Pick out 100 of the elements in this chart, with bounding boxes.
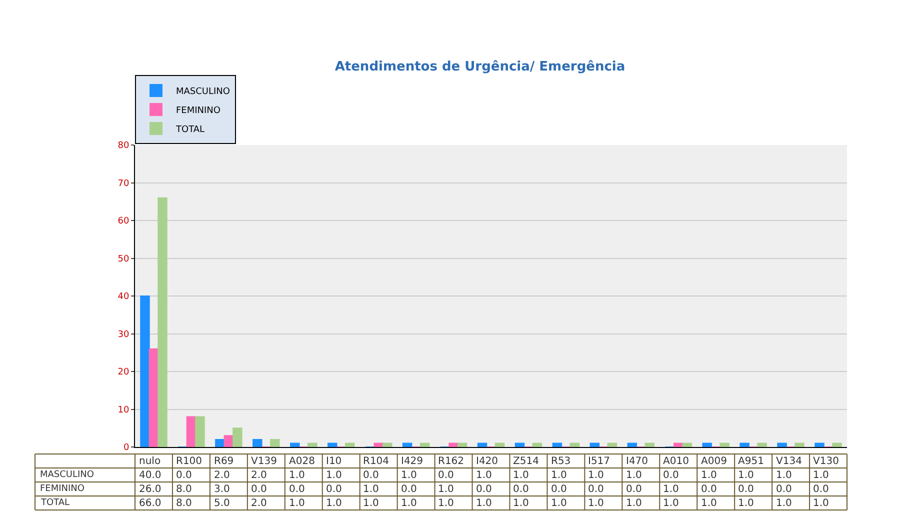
data-label: 1.0 <box>813 470 829 481</box>
data-label: 1.0 <box>626 498 642 509</box>
bar <box>644 442 655 447</box>
text: MASCULINO <box>40 470 94 480</box>
data-label: 1.0 <box>663 484 679 495</box>
data-label: 2.0 <box>214 470 230 481</box>
data-label: 0.0 <box>551 484 567 495</box>
x-tick-label: R69 <box>214 456 234 467</box>
data-label: 1.0 <box>289 470 305 481</box>
data-label: 0.0 <box>701 484 717 495</box>
data-label: 1.0 <box>363 498 379 509</box>
bar <box>702 442 712 447</box>
x-tick-label: A010 <box>663 456 689 467</box>
data-label: 26.0 <box>139 484 162 495</box>
bar <box>448 442 458 447</box>
x-tick-label: A951 <box>738 456 764 467</box>
legend-label: FEMININO <box>176 106 220 116</box>
bar <box>420 442 430 447</box>
x-tick-label: R104 <box>363 456 390 467</box>
data-label: 2.0 <box>251 470 267 481</box>
data-label: 1.0 <box>738 498 754 509</box>
bar <box>344 442 355 447</box>
y-tick-label: 10 <box>118 405 130 416</box>
bar <box>477 442 488 447</box>
x-tick-label: V139 <box>251 456 277 467</box>
data-label: 0.0 <box>663 470 679 481</box>
y-tick-label: 80 <box>118 141 130 152</box>
data-label: 0.0 <box>813 484 829 495</box>
x-tick-label: I470 <box>626 456 648 467</box>
data-label: 0.0 <box>588 484 604 495</box>
data-label: 0.0 <box>251 484 267 495</box>
x-tick-label: I517 <box>588 456 610 467</box>
data-label: 1.0 <box>776 498 792 509</box>
data-label: 1.0 <box>401 498 417 509</box>
data-label: 1.0 <box>701 470 717 481</box>
data-label: 1.0 <box>401 470 417 481</box>
y-tick-label: 70 <box>118 178 130 189</box>
data-label: 1.0 <box>513 498 529 509</box>
legend-label: TOTAL <box>175 125 205 136</box>
bar <box>720 442 730 447</box>
bar <box>682 442 692 447</box>
data-label: 8.0 <box>176 484 192 495</box>
data-label: 0.0 <box>476 484 492 495</box>
bar <box>195 416 205 447</box>
bar <box>627 442 638 447</box>
bar <box>532 442 542 447</box>
y-tick-label: 30 <box>118 330 130 340</box>
data-label: 1.0 <box>626 470 642 481</box>
bar <box>327 442 338 447</box>
data-label: 3.0 <box>214 484 230 495</box>
bar <box>382 442 392 447</box>
data-label: 0.0 <box>776 484 792 495</box>
text: FEMININO <box>40 484 84 494</box>
bar <box>814 442 824 447</box>
data-label: 1.0 <box>438 498 454 509</box>
x-tick-label: R162 <box>438 456 464 467</box>
bar <box>215 438 225 447</box>
data-label: 8.0 <box>176 498 192 509</box>
x-tick-label: A028 <box>289 456 315 467</box>
data-label: 0.0 <box>513 484 529 495</box>
data-label: 0.0 <box>326 484 342 495</box>
bar <box>290 442 300 447</box>
bar <box>674 442 684 447</box>
bar <box>140 296 150 447</box>
data-label: 1.0 <box>326 498 342 509</box>
y-tick-label: 20 <box>118 368 130 378</box>
data-label: 1.0 <box>813 498 829 509</box>
bar <box>158 197 168 447</box>
x-tick-label: I420 <box>476 456 498 467</box>
data-label: 66.0 <box>139 498 162 509</box>
data-label: 0.0 <box>626 484 642 495</box>
bar <box>270 438 280 447</box>
y-tick-label: 40 <box>118 292 130 302</box>
x-tick-label: R53 <box>551 456 571 467</box>
data-label: 1.0 <box>588 470 604 481</box>
bar <box>494 442 505 447</box>
bar <box>590 442 600 447</box>
data-label: 1.0 <box>363 484 379 495</box>
y-tick-label: 50 <box>118 254 130 264</box>
data-label: 1.0 <box>776 470 792 481</box>
legend-label: MASCULINO <box>176 87 230 98</box>
data-label: 1.0 <box>476 498 492 509</box>
bar <box>757 442 767 447</box>
data-label: 1.0 <box>326 470 342 481</box>
data-label: 0.0 <box>401 484 417 495</box>
bar <box>402 442 412 447</box>
bar <box>457 442 468 447</box>
y-tick-label: 0 <box>123 443 130 454</box>
x-tick-label: Z514 <box>513 456 539 467</box>
data-label: 1.0 <box>476 470 492 481</box>
data-label: 0.0 <box>176 470 192 481</box>
bar <box>607 442 618 447</box>
data-label: 0.0 <box>289 484 305 495</box>
data-label: 0.0 <box>738 484 754 495</box>
bar <box>374 442 384 447</box>
x-tick-label: V130 <box>813 456 839 467</box>
x-tick-label: V134 <box>776 456 802 467</box>
data-label: 1.0 <box>289 498 305 509</box>
bar <box>740 442 750 447</box>
bar <box>570 442 580 447</box>
